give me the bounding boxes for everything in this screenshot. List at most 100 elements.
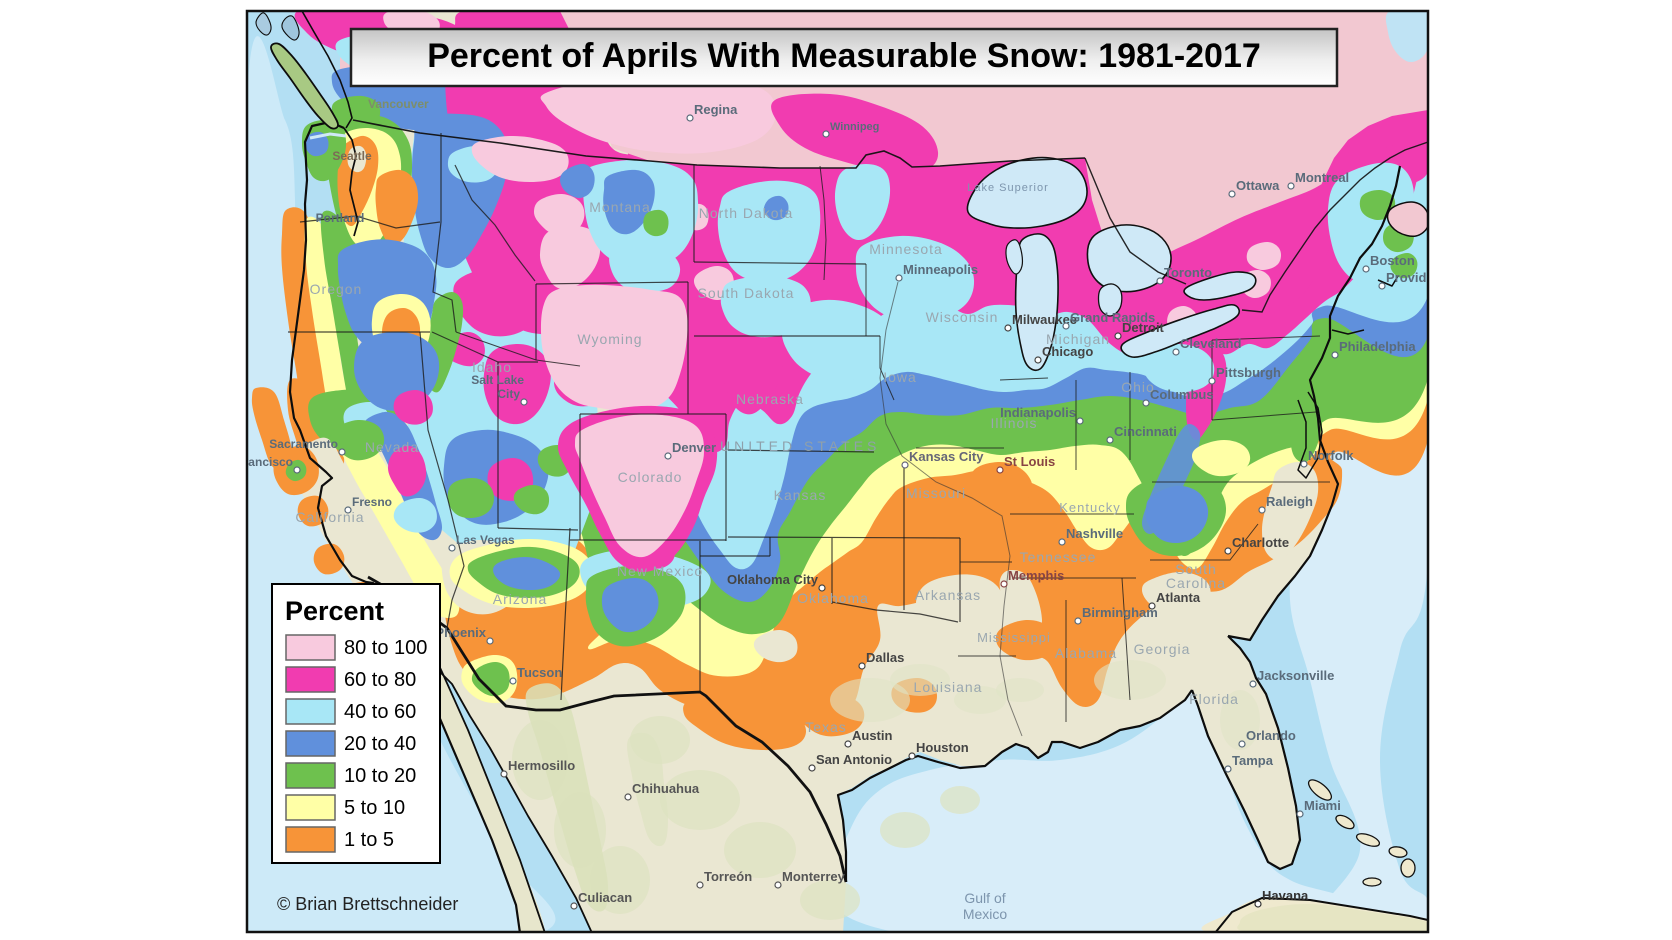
- svg-text:Dallas: Dallas: [866, 650, 904, 665]
- svg-text:Phoenix: Phoenix: [435, 625, 486, 640]
- svg-text:Iowa: Iowa: [883, 369, 917, 385]
- svg-text:Louisiana: Louisiana: [914, 679, 983, 695]
- svg-text:Tennessee: Tennessee: [1020, 549, 1097, 565]
- svg-text:Arizona: Arizona: [493, 591, 547, 607]
- svg-text:Columbus: Columbus: [1150, 387, 1214, 402]
- svg-text:Monterrey: Monterrey: [782, 869, 846, 884]
- svg-text:Gulf of: Gulf of: [964, 890, 1005, 906]
- svg-text:Minnesota: Minnesota: [869, 241, 943, 257]
- svg-text:Seattle: Seattle: [332, 149, 372, 163]
- svg-text:40 to 60: 40 to 60: [344, 701, 416, 723]
- svg-text:Alabama: Alabama: [1055, 645, 1117, 661]
- svg-text:Winnipeg: Winnipeg: [830, 121, 879, 133]
- svg-text:Grand Rapids: Grand Rapids: [1070, 310, 1155, 325]
- svg-text:Chihuahua: Chihuahua: [632, 781, 700, 796]
- svg-text:Missouri: Missouri: [906, 485, 966, 501]
- svg-text:10 to 20: 10 to 20: [344, 765, 416, 787]
- svg-text:City: City: [497, 387, 520, 401]
- svg-text:20 to 40: 20 to 40: [344, 733, 416, 755]
- svg-text:Hermosillo: Hermosillo: [508, 758, 575, 773]
- svg-text:Memphis: Memphis: [1008, 568, 1064, 583]
- svg-text:Indianapolis: Indianapolis: [1000, 405, 1076, 420]
- svg-text:Wisconsin: Wisconsin: [926, 309, 999, 325]
- svg-text:Miami: Miami: [1304, 798, 1341, 813]
- svg-text:Philadelphia: Philadelphia: [1339, 339, 1416, 354]
- svg-text:South: South: [1175, 561, 1217, 577]
- svg-text:Chicago: Chicago: [1042, 344, 1093, 359]
- svg-text:Boston: Boston: [1370, 253, 1415, 268]
- svg-text:Houston: Houston: [916, 740, 969, 755]
- svg-text:San Francisco: San Francisco: [211, 455, 293, 469]
- svg-text:Carolina: Carolina: [1166, 575, 1226, 591]
- svg-text:© Brian Brettschneider: © Brian Brettschneider: [277, 894, 458, 914]
- svg-text:Georgia: Georgia: [1134, 641, 1191, 657]
- svg-text:Havana: Havana: [1262, 888, 1309, 903]
- svg-text:Nashville: Nashville: [1066, 526, 1123, 541]
- svg-text:Ohio: Ohio: [1121, 379, 1155, 395]
- svg-text:UNITED STATES: UNITED STATES: [720, 438, 880, 454]
- svg-text:Florida: Florida: [1189, 691, 1239, 707]
- svg-text:Montreal: Montreal: [1295, 170, 1349, 185]
- svg-text:Atlanta: Atlanta: [1156, 590, 1201, 605]
- svg-text:California: California: [295, 509, 364, 525]
- svg-text:Portland: Portland: [316, 211, 365, 225]
- svg-text:Norfolk: Norfolk: [1308, 448, 1354, 463]
- svg-text:Nebraska: Nebraska: [736, 391, 804, 407]
- svg-text:Providence: Providence: [1386, 270, 1456, 285]
- svg-text:Nevada: Nevada: [365, 439, 419, 455]
- svg-text:Wyoming: Wyoming: [577, 331, 642, 347]
- svg-text:Toronto: Toronto: [1164, 265, 1212, 280]
- svg-text:Detroit: Detroit: [1122, 320, 1165, 335]
- svg-text:St Louis: St Louis: [1004, 454, 1055, 469]
- svg-text:Raleigh: Raleigh: [1266, 494, 1313, 509]
- svg-text:South Dakota: South Dakota: [698, 285, 795, 301]
- svg-text:Sacramento: Sacramento: [269, 437, 338, 451]
- svg-text:Milwaukee: Milwaukee: [1012, 312, 1077, 327]
- svg-text:Lake Superior: Lake Superior: [967, 182, 1049, 194]
- svg-text:Vancouver: Vancouver: [368, 97, 429, 111]
- svg-text:Oklahoma City: Oklahoma City: [727, 572, 819, 587]
- svg-text:Arkansas: Arkansas: [915, 587, 981, 603]
- svg-text:5 to 10: 5 to 10: [344, 797, 405, 819]
- svg-text:Minneapolis: Minneapolis: [903, 262, 978, 277]
- svg-text:Montana: Montana: [589, 199, 650, 215]
- svg-text:Orlando: Orlando: [1246, 728, 1296, 743]
- svg-text:Texas: Texas: [805, 719, 847, 735]
- svg-text:Mexico: Mexico: [963, 906, 1008, 922]
- svg-text:Illinois: Illinois: [991, 415, 1038, 431]
- svg-text:Michigan: Michigan: [1046, 331, 1110, 347]
- svg-text:Regina: Regina: [694, 102, 738, 117]
- svg-text:North Dakota: North Dakota: [699, 205, 793, 221]
- svg-text:Jacksonville: Jacksonville: [1257, 668, 1334, 683]
- svg-text:60 to 80: 60 to 80: [344, 669, 416, 691]
- svg-text:Denver: Denver: [672, 440, 716, 455]
- svg-text:Kansas City: Kansas City: [909, 449, 984, 464]
- svg-text:Austin: Austin: [852, 728, 893, 743]
- svg-text:Las Vegas: Las Vegas: [456, 533, 515, 547]
- svg-text:Kansas: Kansas: [774, 487, 827, 503]
- svg-text:New Mexico: New Mexico: [617, 563, 703, 579]
- svg-text:1 to 5: 1 to 5: [344, 829, 394, 851]
- svg-text:80 to 100: 80 to 100: [344, 637, 427, 659]
- svg-text:Kentucky: Kentucky: [1059, 500, 1120, 515]
- svg-text:Oklahoma: Oklahoma: [797, 590, 869, 606]
- svg-text:Birmingham: Birmingham: [1082, 605, 1158, 620]
- svg-text:Idaho: Idaho: [472, 359, 512, 375]
- svg-text:Colorado: Colorado: [618, 469, 683, 485]
- svg-text:Mississippi: Mississippi: [977, 630, 1051, 645]
- svg-text:San Antonio: San Antonio: [816, 752, 892, 767]
- svg-text:Tampa: Tampa: [1232, 753, 1274, 768]
- svg-text:Percent: Percent: [285, 596, 384, 626]
- svg-text:Cleveland: Cleveland: [1180, 336, 1241, 351]
- svg-text:Pittsburgh: Pittsburgh: [1216, 365, 1281, 380]
- svg-text:Torreón: Torreón: [704, 869, 752, 884]
- svg-text:Ottawa: Ottawa: [1236, 178, 1280, 193]
- svg-text:Cincinnati: Cincinnati: [1114, 424, 1177, 439]
- svg-text:Fresno: Fresno: [352, 495, 392, 509]
- svg-text:Oregon: Oregon: [310, 281, 363, 297]
- svg-text:Culiacan: Culiacan: [578, 890, 632, 905]
- svg-text:Percent of Aprils With Measura: Percent of Aprils With Measurable Snow: …: [427, 37, 1261, 75]
- svg-text:Salt Lake: Salt Lake: [471, 373, 524, 387]
- svg-text:Tucson: Tucson: [517, 665, 562, 680]
- svg-text:Charlotte: Charlotte: [1232, 535, 1289, 550]
